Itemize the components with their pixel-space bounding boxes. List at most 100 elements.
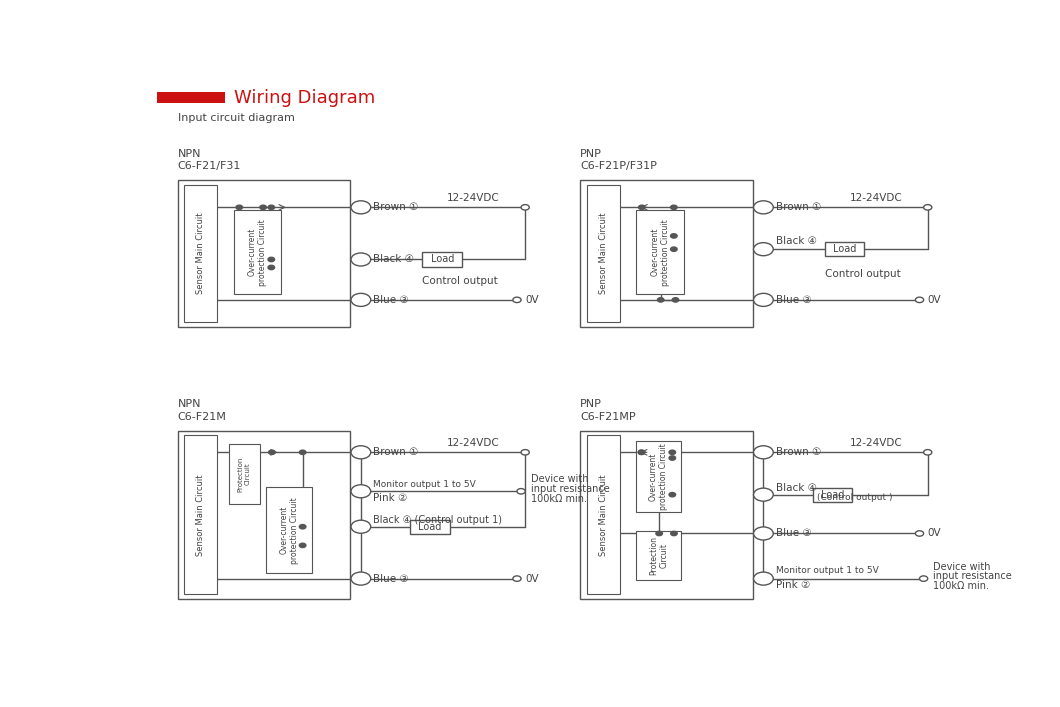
Text: (Control output ): (Control output ) [817,493,893,502]
Text: 12-24VDC: 12-24VDC [447,192,500,202]
Bar [580,431,753,600]
Bar [184,436,217,595]
Circle shape [754,201,774,214]
Bar [157,93,225,103]
Text: Input circuit diagram: Input circuit diagram [178,112,295,122]
Text: Control output: Control output [825,269,901,279]
Text: Wiring Diagram: Wiring Diagram [234,89,375,107]
Circle shape [671,531,677,536]
Text: Over-current
protection Circuit: Over-current protection Circuit [248,219,267,286]
Text: C6-F21/F31: C6-F21/F31 [178,161,241,172]
Circle shape [268,257,275,262]
Text: Black ④: Black ④ [776,483,816,493]
Bar [813,488,852,502]
Bar [825,242,865,256]
Circle shape [657,298,664,302]
Text: C6-F21M: C6-F21M [178,412,227,422]
Circle shape [299,525,306,529]
Circle shape [754,446,774,459]
Circle shape [669,493,675,497]
Text: Sensor Main Circuit: Sensor Main Circuit [599,474,607,556]
Circle shape [916,531,923,536]
Text: Brown ①: Brown ① [776,202,822,212]
Bar [229,444,260,504]
Circle shape [923,204,932,210]
Circle shape [754,527,774,540]
Text: 100kΩ min.: 100kΩ min. [934,580,989,590]
Text: PNP: PNP [580,399,602,409]
Text: Load: Load [430,255,454,264]
Text: Device with: Device with [531,474,588,484]
Bar [410,520,449,534]
Text: Brown ①: Brown ① [776,448,822,457]
Text: Blue ③: Blue ③ [373,573,409,583]
Text: Control output: Control output [423,276,498,286]
Text: Monitor output 1 to 5V: Monitor output 1 to 5V [373,480,476,489]
Circle shape [672,298,678,302]
Circle shape [299,543,306,547]
Text: Blue ③: Blue ③ [776,528,811,539]
Text: C6-F21MP: C6-F21MP [580,412,636,422]
Circle shape [351,572,371,585]
Text: 12-24VDC: 12-24VDC [850,192,902,202]
Circle shape [260,205,266,209]
Text: input resistance: input resistance [531,484,609,493]
Circle shape [268,265,275,269]
Circle shape [522,204,529,210]
Text: Black ④: Black ④ [776,236,816,246]
Text: Over-current
protection Circuit: Over-current protection Circuit [279,497,299,563]
Circle shape [236,205,243,209]
Circle shape [638,450,644,455]
Bar [636,441,682,512]
Text: Device with: Device with [934,561,991,572]
Text: Protection
Circuit: Protection Circuit [237,457,251,492]
Bar [636,210,684,294]
Text: 0V: 0V [525,295,538,305]
Text: Brown ①: Brown ① [373,448,419,457]
Bar [266,487,312,573]
Circle shape [923,450,932,455]
Text: NPN: NPN [178,149,201,159]
Circle shape [754,488,774,501]
Bar [580,180,753,327]
Text: Pink ②: Pink ② [776,580,810,590]
Text: Load: Load [820,490,844,500]
Text: Over-current
protection Circuit: Over-current protection Circuit [650,219,670,286]
Text: Blue ③: Blue ③ [776,295,811,305]
Circle shape [351,253,371,266]
Text: 12-24VDC: 12-24VDC [850,438,902,448]
Text: Sensor Main Circuit: Sensor Main Circuit [599,213,607,294]
Circle shape [351,446,371,459]
Circle shape [351,201,371,214]
Circle shape [656,531,662,536]
Bar [178,180,350,327]
Circle shape [754,293,774,306]
Text: PNP: PNP [580,149,602,159]
Text: Over-current
protection Circuit: Over-current protection Circuit [649,443,669,510]
Text: Load: Load [419,522,442,532]
Circle shape [916,297,923,303]
Circle shape [268,205,275,209]
Bar [587,436,620,595]
Bar [587,185,620,322]
Text: Protection
Circuit: Protection Circuit [649,536,669,575]
Text: Brown ①: Brown ① [373,202,419,212]
Circle shape [351,293,371,306]
Text: Monitor output 1 to 5V: Monitor output 1 to 5V [776,566,879,575]
Circle shape [513,297,522,303]
Circle shape [754,243,774,256]
Text: Sensor Main Circuit: Sensor Main Circuit [196,474,206,556]
Text: C6-F21P/F31P: C6-F21P/F31P [580,161,657,172]
Text: 0V: 0V [928,528,941,539]
Circle shape [671,247,677,252]
Circle shape [671,205,677,209]
Bar [636,531,682,580]
Text: Black ④: Black ④ [373,255,414,264]
Bar [184,185,217,322]
Circle shape [638,450,644,455]
Text: 0V: 0V [525,573,538,583]
Circle shape [513,576,522,581]
Text: 0V: 0V [928,295,941,305]
Bar [178,431,350,600]
Circle shape [522,450,529,455]
